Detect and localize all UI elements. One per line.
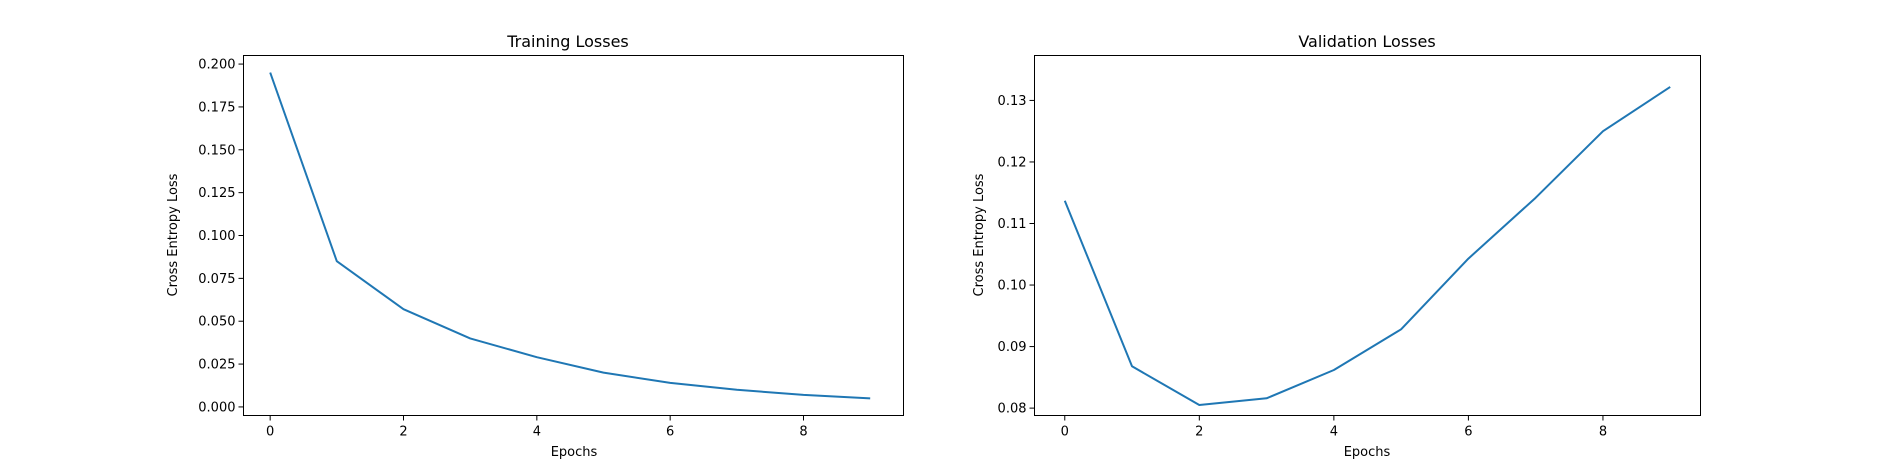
x-tick-label: 6 <box>1464 425 1472 440</box>
y-axis-label: Cross Entropy Loss <box>166 173 181 296</box>
y-tick-label: 0.11 <box>998 217 1027 232</box>
x-tick-label: 4 <box>533 425 541 440</box>
y-tick-label: 0.12 <box>998 155 1027 170</box>
plot-frame <box>243 55 904 416</box>
training-losses-chart: Training Losses 0.000 0.025 0.050 0.075 0.10… <box>166 32 904 460</box>
x-axis-label: Epochs <box>551 445 598 460</box>
y-tick-label: 0.125 <box>198 186 235 201</box>
y-tick-label: 0.075 <box>198 272 235 287</box>
x-axis: 0 2 4 6 8 <box>1061 415 1607 440</box>
y-tick-label: 0.08 <box>998 402 1027 417</box>
y-tick-label: 0.09 <box>998 340 1027 355</box>
series-line <box>269 72 871 400</box>
y-tick-label: 0.175 <box>198 100 235 115</box>
y-tick-label: 0.100 <box>198 229 235 244</box>
y-axis: 0.08 0.09 0.10 0.11 0.12 0.13 <box>998 94 1035 417</box>
y-tick-label: 0.150 <box>198 143 235 158</box>
series-group <box>269 72 871 400</box>
x-tick-label: 8 <box>1599 425 1607 440</box>
y-tick-label: 0.13 <box>998 94 1027 109</box>
series-group <box>1063 86 1671 406</box>
x-axis: 0 2 4 6 8 <box>266 415 808 440</box>
plot-frame <box>1034 55 1701 416</box>
chart-title: Training Losses <box>506 32 629 51</box>
y-tick-label: 0.000 <box>198 400 235 415</box>
x-tick-label: 2 <box>399 425 407 440</box>
x-tick-label: 0 <box>266 425 274 440</box>
y-axis: 0.000 0.025 0.050 0.075 0.100 0.125 0.150 0.175… <box>198 58 244 415</box>
x-tick-label: 0 <box>1061 425 1069 440</box>
x-axis-label: Epochs <box>1344 445 1391 460</box>
x-tick-label: 6 <box>666 425 674 440</box>
y-tick-label: 0.200 <box>198 58 235 73</box>
validation-losses-chart: Validation Losses 0.080.090.100.110.120.… <box>972 32 1701 460</box>
y-tick-label: 0.10 <box>998 279 1027 294</box>
chart-title: Validation Losses <box>1298 32 1435 51</box>
x-tick-label: 8 <box>799 425 807 440</box>
x-tick-label: 4 <box>1330 425 1338 440</box>
y-tick-label: 0.050 <box>198 315 235 330</box>
x-tick-label: 2 <box>1195 425 1203 440</box>
series-line <box>1063 86 1671 406</box>
y-axis-label: Cross Entropy Loss <box>972 173 987 296</box>
y-tick-label: 0.025 <box>198 358 235 373</box>
